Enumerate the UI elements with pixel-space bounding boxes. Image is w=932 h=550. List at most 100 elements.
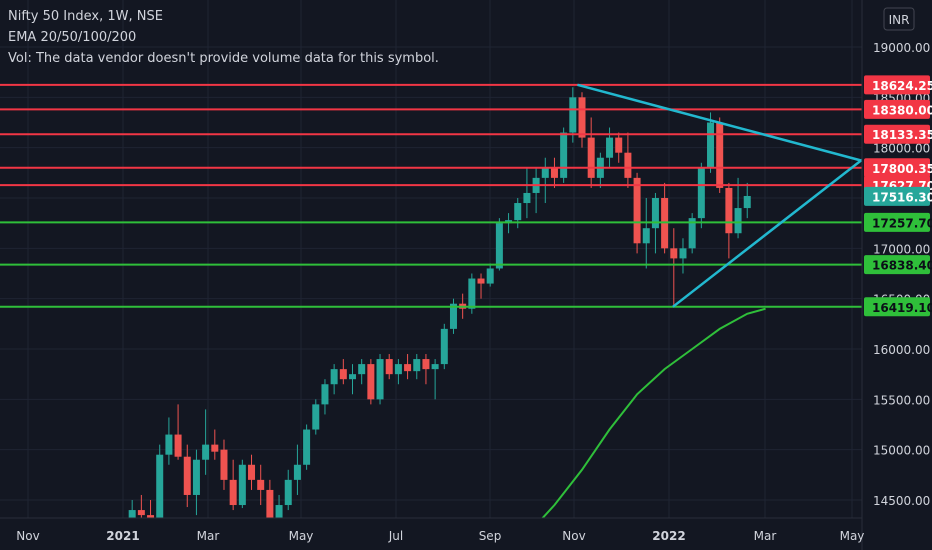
candle [413, 354, 421, 380]
level-badge-bg [864, 99, 930, 119]
level-badge[interactable]: 18380.00 [864, 99, 932, 119]
candle-body [725, 187, 733, 234]
y-tick-label: 15500.00 [873, 393, 930, 407]
candle [220, 439, 228, 490]
y-tick-label: 15000.00 [873, 444, 930, 458]
x-tick-label: Mar [197, 529, 220, 543]
candle [358, 359, 366, 385]
legend-ema[interactable]: EMA 20/50/100/200 [8, 30, 137, 45]
level-badge[interactable]: 16419.10 [864, 297, 932, 317]
candle [404, 354, 412, 380]
candle [716, 117, 724, 193]
plot-area [0, 0, 862, 518]
candle-body [339, 369, 347, 380]
grid-lines [0, 0, 862, 518]
candle [211, 429, 219, 460]
level-badge[interactable]: 16838.40 [864, 255, 932, 275]
candle [541, 157, 549, 204]
level-badge[interactable]: 18133.35 [864, 124, 932, 144]
legend-symbol[interactable]: Nifty 50 Index, 1W, NSE [8, 9, 163, 24]
candle-body [587, 137, 595, 178]
candle-body [569, 97, 577, 133]
level-badge-bg [864, 158, 930, 178]
level-badge[interactable]: 17257.70 [864, 212, 932, 232]
candle [431, 359, 439, 400]
currency-badge[interactable]: INR [883, 7, 915, 31]
candle-body [523, 192, 531, 204]
level-badge-bg [864, 255, 930, 275]
candle [183, 444, 191, 508]
x-tick-labels: Nov 2021 Mar May Jul Sep Nov 2022 Mar May [16, 529, 864, 543]
level-badge-bg [864, 75, 930, 95]
candle [284, 469, 292, 511]
candle [679, 238, 687, 274]
x-tick-label: 2021 [106, 529, 139, 543]
candle [670, 228, 678, 307]
candle [312, 399, 320, 435]
level-badge-label: 17516.30 [872, 190, 932, 204]
candle-body [697, 167, 705, 219]
time-axis [0, 518, 862, 550]
level-badge[interactable]: 17516.30 [864, 186, 932, 206]
x-tick-label: May [840, 529, 865, 543]
candle [486, 263, 494, 287]
candle [385, 354, 393, 380]
legend-volume[interactable]: Vol: The data vendor doesn't provide vol… [8, 51, 439, 66]
candle [321, 379, 329, 415]
candle-body [248, 464, 256, 480]
candle-body [293, 464, 301, 480]
candle-body [137, 510, 145, 516]
candle-body [174, 434, 182, 457]
candle-body [220, 449, 228, 480]
candle [624, 132, 632, 188]
candle-body [275, 505, 283, 521]
level-badge-bg [864, 124, 930, 144]
candle [238, 459, 246, 509]
candle-body [303, 429, 311, 465]
candle [422, 354, 430, 385]
x-tick-label: 2022 [652, 529, 685, 543]
candle-body [229, 479, 237, 506]
candle-body [514, 203, 522, 221]
currency-label: INR [889, 13, 910, 27]
candle [615, 132, 623, 163]
candle-body [238, 464, 246, 506]
candle [229, 459, 237, 511]
candle-body [321, 384, 329, 405]
candle-body [431, 364, 439, 370]
level-badge[interactable]: 18624.25 [864, 75, 932, 95]
candle [394, 359, 402, 385]
candle-body [422, 359, 430, 370]
x-tick-label: Sep [479, 529, 502, 543]
candle-body [624, 152, 632, 178]
candle [725, 182, 733, 259]
horizontal-levels [0, 83, 862, 308]
candle-body [284, 479, 292, 506]
level-badge-bg [864, 297, 930, 317]
candle [688, 213, 696, 254]
candle-body [477, 278, 485, 284]
candle-body [707, 122, 715, 168]
level-badge-bg [864, 186, 930, 206]
candle-body [716, 122, 724, 188]
candle [192, 449, 200, 516]
level-badge-label: 17257.70 [872, 216, 932, 230]
level-badge-label: 16419.10 [872, 301, 932, 315]
x-tick-label: May [289, 529, 314, 543]
candle-body [615, 137, 623, 153]
candle [376, 354, 384, 405]
candle [642, 198, 650, 269]
candle [550, 157, 558, 188]
level-badges: 18624.2518380.0018133.3517800.3517627.70… [864, 75, 932, 317]
candle-body [211, 444, 219, 452]
level-badge-label: 17800.35 [872, 162, 932, 176]
candle [523, 167, 531, 219]
candle [743, 182, 751, 219]
candle-body [266, 489, 274, 521]
candle-body [468, 278, 476, 309]
level-badge[interactable]: 17800.35 [864, 158, 932, 178]
candle-body [367, 364, 375, 400]
y-tick-label: 16000.00 [873, 343, 930, 357]
candle [330, 364, 338, 395]
